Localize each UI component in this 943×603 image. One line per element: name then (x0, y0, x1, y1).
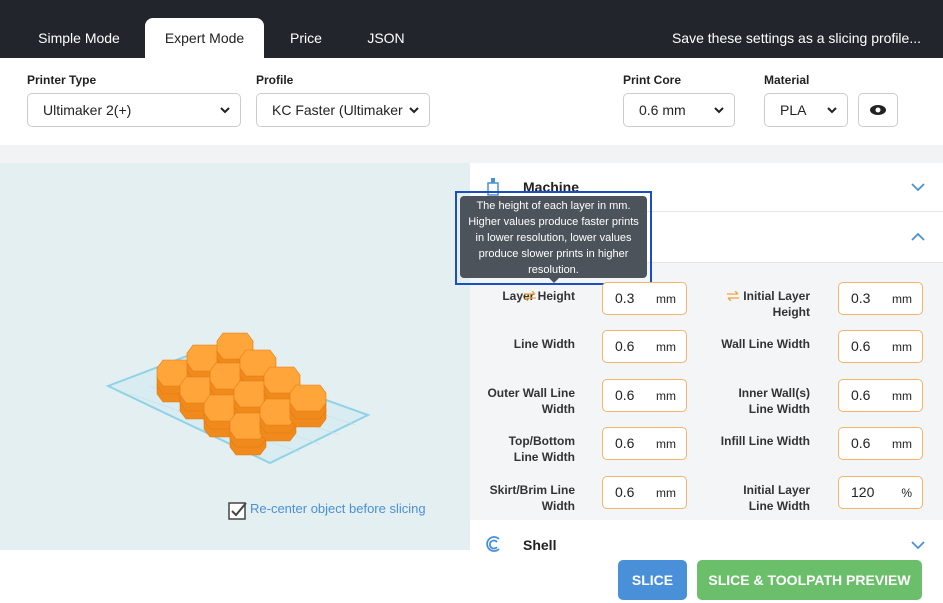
tab-active[interactable]: Expert Mode (145, 18, 264, 58)
field-unit: mm (892, 292, 912, 306)
chevron (825, 94, 839, 126)
select-value: 0.6 mm (639, 102, 686, 118)
label: Material (764, 73, 810, 87)
field-input[interactable]: 0.6 mm (602, 476, 687, 509)
tab[interactable]: Simple Mode (38, 30, 120, 46)
print-objects (156, 332, 327, 456)
model-preview (105, 332, 371, 465)
tooltip-highlight: The height of each layer in mm. Higher v… (455, 191, 652, 285)
field-value: 0.3 (615, 290, 635, 306)
field-label: Top/Bottom Line Width (508, 434, 575, 464)
chevron-down (911, 183, 925, 192)
field-input[interactable]: 0.6 mm (602, 379, 687, 412)
machine-icon (487, 178, 499, 196)
tab[interactable]: JSON (367, 30, 405, 46)
field-input[interactable]: 0.6 mm (838, 330, 923, 363)
label: Printer Type (27, 73, 97, 87)
tooltip: The height of each layer in mm. Higher v… (460, 196, 647, 278)
eye-icon (870, 105, 886, 115)
recenter-label[interactable]: Re-center object before slicing (250, 501, 426, 516)
field-label: Wall Line Width (721, 337, 810, 351)
field-value: 0.6 (615, 387, 635, 403)
print-object (289, 384, 327, 412)
select-value: KC Faster (Ultimaker (272, 102, 403, 118)
field-input[interactable]: 0.3 mm (602, 282, 687, 315)
field-label: Initial Layer Height (743, 289, 810, 319)
field-value: 0.6 (615, 338, 635, 354)
chevron (712, 94, 726, 126)
field-value: 0.6 (615, 435, 635, 451)
field-unit: mm (892, 437, 912, 451)
field-unit: % (901, 486, 912, 500)
field-value: 0.6 (851, 387, 871, 403)
tooltip-arrow (549, 278, 559, 283)
field-value: 0.6 (615, 484, 635, 500)
field-unit: mm (656, 389, 676, 403)
material-select[interactable]: PLA (764, 93, 848, 127)
chevron-down (911, 541, 925, 550)
field-input[interactable]: 0.6 mm (838, 379, 923, 412)
label: Print Core (623, 73, 682, 87)
model-viewer (0, 163, 470, 550)
field-value: 0.3 (851, 290, 871, 306)
slice-button[interactable]: SLICE (618, 560, 687, 600)
field-label: Inner Wall(s) Line Width (738, 386, 810, 416)
field-label: Skirt/Brim Line Width (489, 483, 575, 513)
field-unit: mm (656, 292, 676, 306)
select-value: Ultimaker 2(+) (43, 102, 132, 118)
field-unit: mm (892, 340, 912, 354)
chevron (218, 94, 232, 126)
linked-icon (524, 291, 536, 301)
field-label: Initial Layer Line Width (743, 483, 810, 513)
save-profile-link[interactable]: Save these settings as a slicing profile… (671, 30, 921, 46)
field-input[interactable]: 120% (838, 476, 923, 509)
profile-select[interactable]: KC Faster (Ultimaker (256, 93, 430, 127)
shell-icon (486, 536, 500, 552)
divider (0, 145, 943, 163)
field-label: Infill Line Width (720, 434, 810, 448)
field-value: 0.6 (851, 338, 871, 354)
label: Profile (256, 73, 294, 87)
field-label: Layer Height (502, 289, 575, 303)
field-input[interactable]: 0.6 mm (602, 330, 687, 363)
field-input[interactable]: 0.6 mm (602, 427, 687, 460)
linked-icon (727, 291, 739, 301)
preview-button[interactable]: SLICE & TOOLPATH PREVIEW (697, 560, 922, 600)
select-value: PLA (780, 102, 807, 118)
field-unit: mm (656, 437, 676, 451)
field-value: 120 (851, 484, 875, 500)
section-title: Shell (523, 537, 557, 553)
chevron-up (911, 232, 925, 241)
field-input[interactable]: 0.3 mm (838, 282, 923, 315)
chevron (407, 94, 421, 126)
checkbox[interactable] (228, 501, 248, 521)
field-unit: mm (656, 340, 676, 354)
field-unit: mm (656, 486, 676, 500)
field-label: Line Width (513, 337, 575, 351)
field-value: 0.6 (851, 435, 871, 451)
tab[interactable]: Price (290, 30, 322, 46)
print-core-select[interactable]: 0.6 mm (623, 93, 735, 127)
eye-button[interactable] (858, 93, 898, 127)
field-label: Outer Wall Line Width (487, 386, 575, 416)
printer-select[interactable]: Ultimaker 2(+) (27, 93, 241, 127)
field-input[interactable]: 0.6 mm (838, 427, 923, 460)
field-unit: mm (892, 389, 912, 403)
